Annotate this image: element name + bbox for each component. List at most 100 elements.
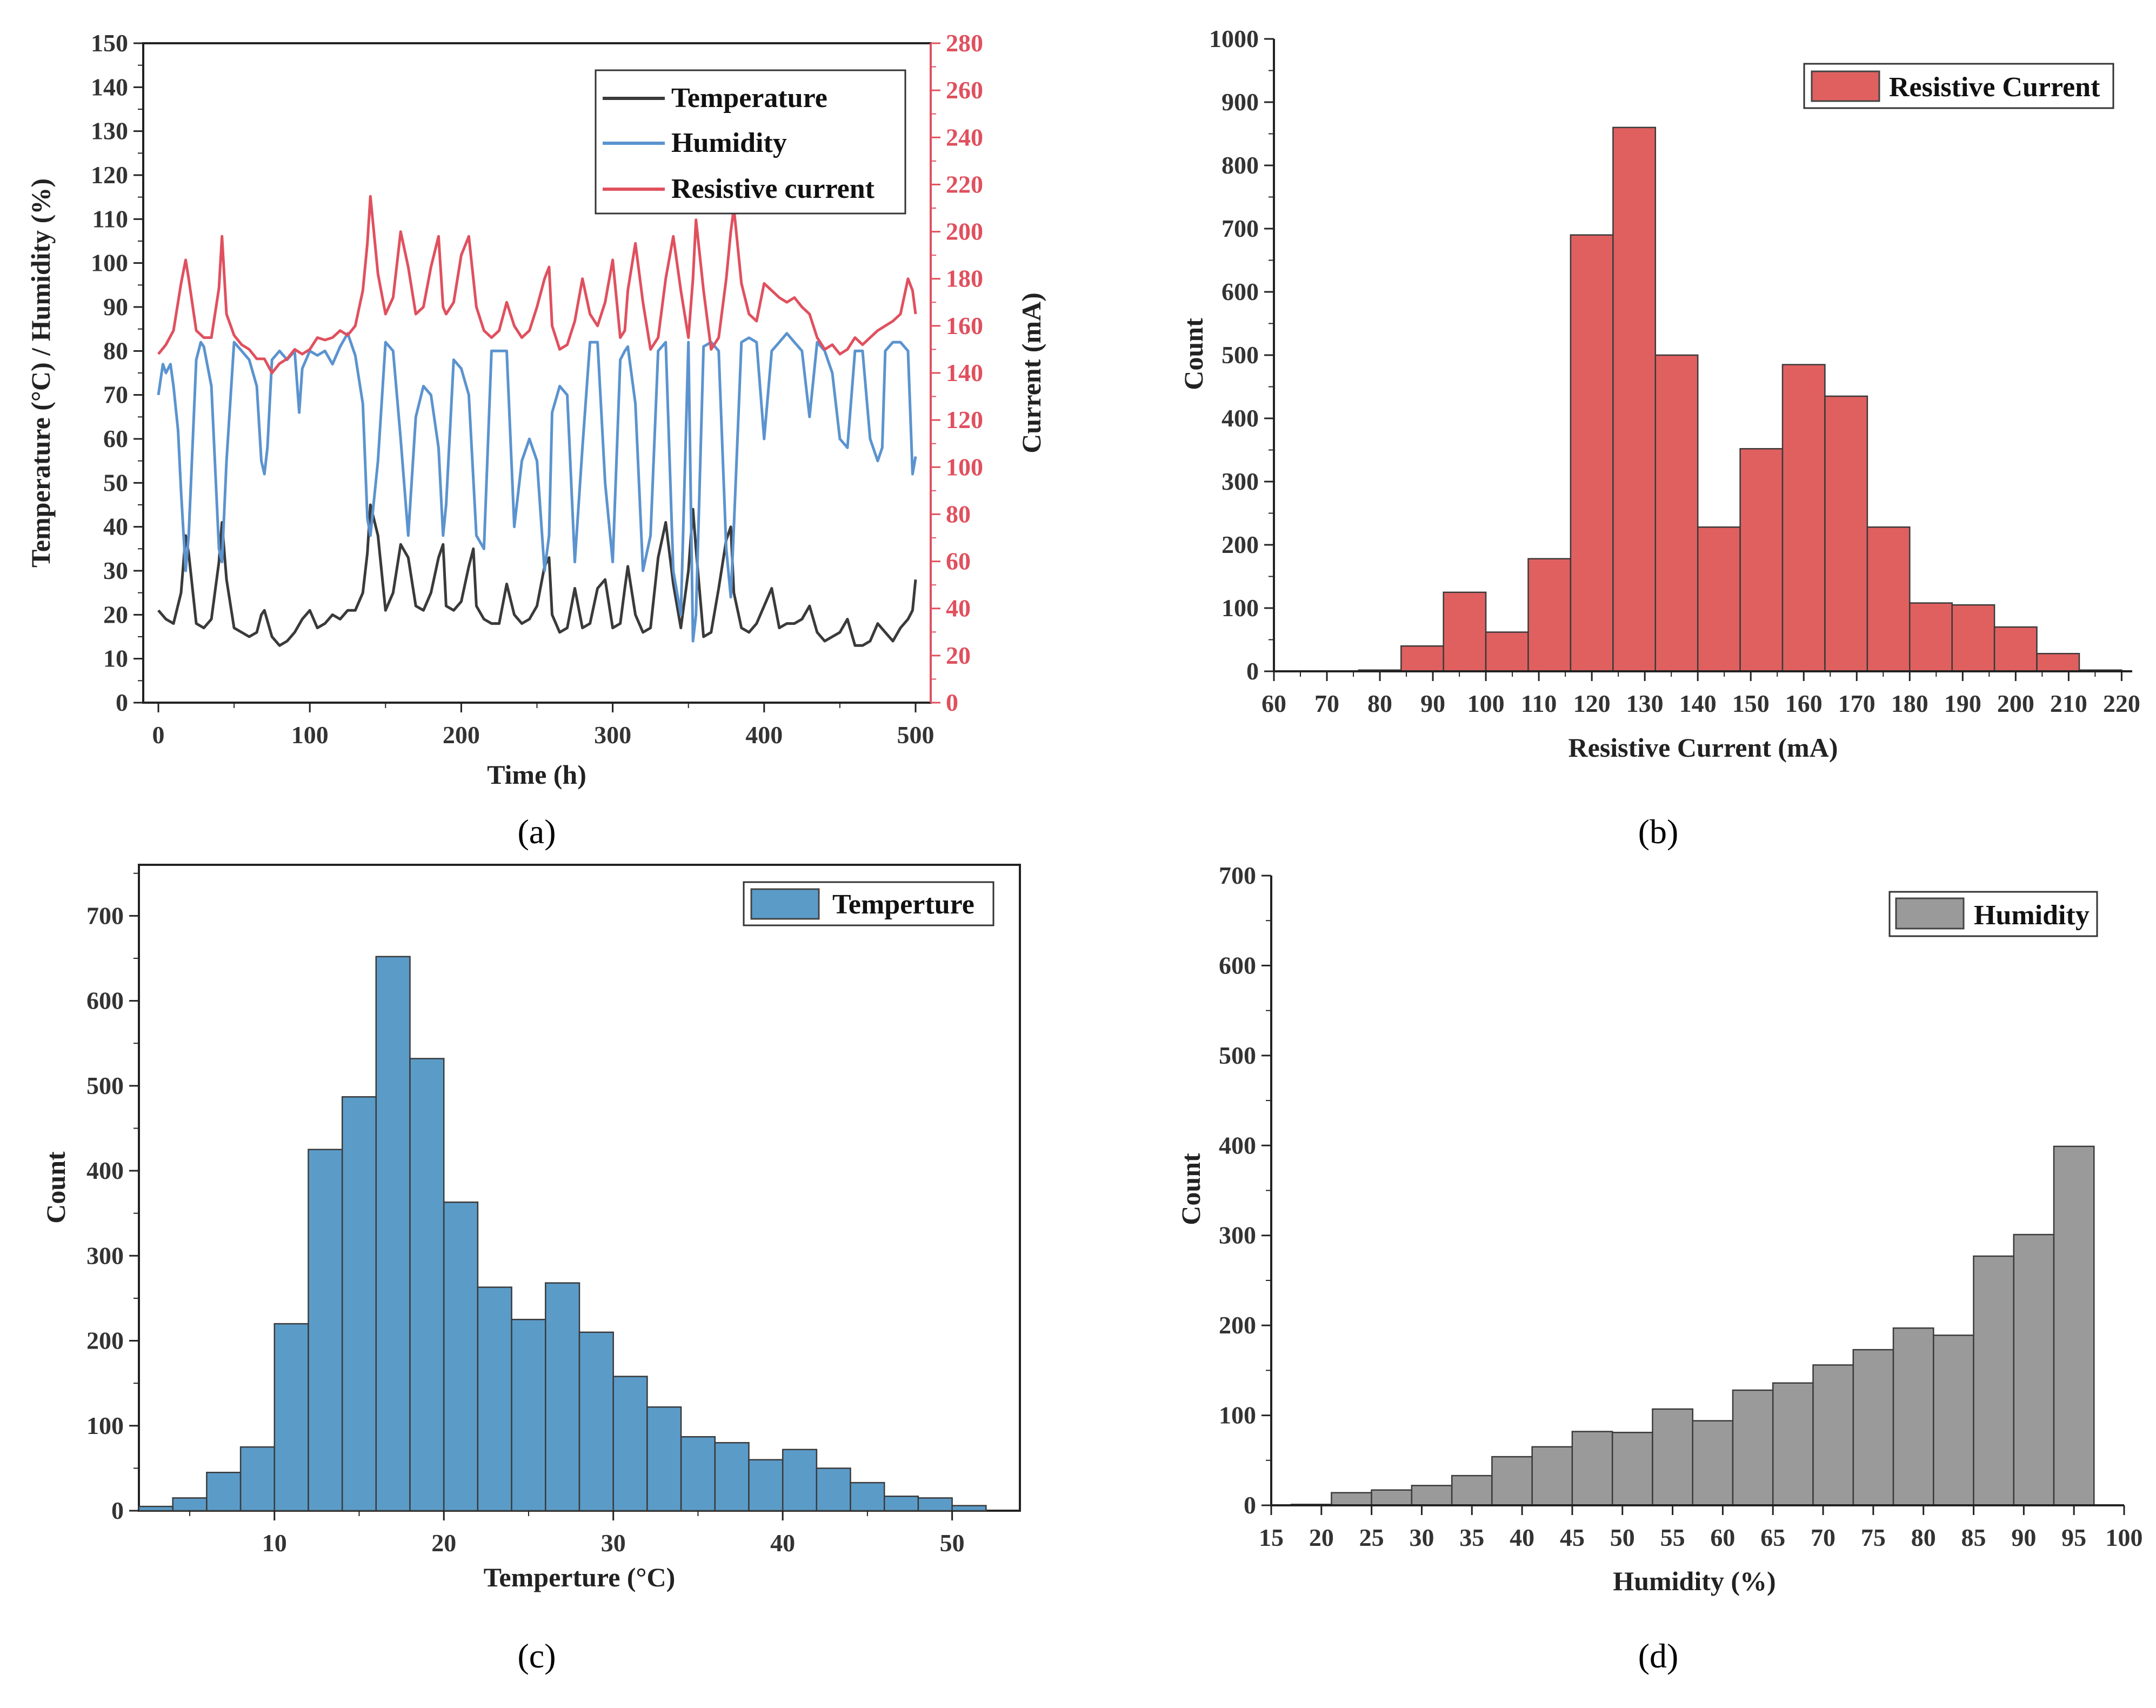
y-axis-tick-label: 0 — [1244, 1491, 1256, 1519]
y-axis-tick-label: 300 — [1219, 1222, 1256, 1249]
histogram-bar — [1612, 126, 1657, 672]
left-axis-tick-label: 10 — [103, 645, 128, 672]
histogram-bar — [2013, 1233, 2055, 1506]
panel-a-left-axis: 0 10 20 30 40 50 60 70 80 90 100 110 120 130 140 150 — [91, 29, 143, 716]
y-axis-tick-label: 100 — [86, 1412, 124, 1439]
histogram-bar — [477, 1286, 512, 1512]
x-axis-tick-label: 160 — [1785, 690, 1823, 717]
left-axis-tick-label: 130 — [91, 117, 128, 145]
panel-d-bars — [1290, 1145, 2095, 1506]
x-axis-tick-label: 50 — [940, 1529, 965, 1557]
y-axis-tick-label: 900 — [1221, 88, 1259, 116]
x-axis-tick-label: 170 — [1838, 690, 1875, 717]
right-axis-tick-label: 40 — [946, 595, 971, 622]
x-axis-tick-label: 40 — [770, 1529, 795, 1557]
panel-d-x-axis-label: Humidity (%) — [1613, 1566, 1775, 1596]
x-axis-tick-label: 35 — [1459, 1524, 1484, 1551]
y-axis-tick-label: 300 — [1221, 468, 1259, 495]
x-axis-tick-label: 15 — [1259, 1524, 1284, 1551]
x-axis-tick-label: 100 — [2106, 1524, 2143, 1551]
y-axis-tick-label: 0 — [1246, 657, 1259, 685]
histogram-bar — [1993, 626, 2038, 672]
histogram-bar — [612, 1376, 648, 1512]
histogram-bar — [850, 1482, 885, 1512]
left-axis-tick-label: 50 — [103, 469, 128, 496]
panel-d-y-axis-label: Count — [1176, 1153, 1206, 1225]
panel-a-caption: (a) — [517, 812, 556, 851]
histogram-bar — [1611, 1431, 1653, 1506]
x-axis-tick-label: 120 — [1573, 690, 1611, 717]
panel-c-caption: (c) — [517, 1637, 556, 1675]
y-axis-tick-label: 400 — [86, 1157, 124, 1184]
y-axis-tick-label: 600 — [1219, 951, 1256, 979]
x-axis-tick-label: 95 — [2061, 1524, 2086, 1551]
x-axis-tick-label: 90 — [2011, 1524, 2036, 1551]
legend-label-resistive-current-hist: Resistive Current — [1889, 72, 2100, 103]
legend-label-humidity: Humidity — [671, 128, 787, 158]
histogram-bar — [443, 1201, 479, 1512]
right-axis-tick-label: 140 — [946, 359, 983, 386]
x-axis-tick-label: 180 — [1891, 690, 1928, 717]
y-axis-tick-label: 100 — [1219, 1402, 1256, 1429]
histogram-bar — [1331, 1492, 1372, 1506]
y-axis-tick-label: 200 — [1221, 531, 1259, 558]
panel-d-x-axis: 15 20 25 30 35 40 45 50 55 60 65 70 75 80 85 90 95 100 — [1259, 1505, 2143, 1551]
histogram-bar — [1973, 1255, 2015, 1506]
panel-d-legend: Humidity — [1888, 891, 2098, 937]
histogram-bar — [2053, 1145, 2095, 1506]
x-axis-tick-label: 80 — [1911, 1524, 1936, 1551]
x-axis-tick-label: 220 — [2103, 690, 2140, 717]
right-axis-tick-label: 100 — [946, 453, 983, 481]
histogram-bar — [1951, 604, 1995, 672]
x-axis-tick-label: 140 — [1679, 690, 1717, 717]
y-axis-tick-label: 1000 — [1209, 25, 1259, 52]
y-axis-tick-label: 500 — [86, 1072, 124, 1099]
histogram-bar — [1824, 395, 1868, 672]
left-axis-tick-label: 120 — [91, 161, 128, 189]
x-axis-tick-label: 200 — [443, 721, 480, 749]
series-line-resistive-current — [157, 195, 917, 375]
histogram-bar — [341, 1096, 377, 1512]
right-axis-tick-label: 160 — [946, 312, 983, 339]
x-axis-tick-label: 190 — [1944, 690, 1981, 717]
histogram-bar — [1652, 1408, 1694, 1506]
histogram-bar — [1400, 645, 1444, 672]
left-axis-tick-label: 100 — [91, 249, 128, 277]
panel-a-line-chart: 0 10 20 30 40 50 60 70 80 90 100 110 120 130 140 150 0 2… — [25, 29, 1046, 851]
panel-b-caption: (b) — [1638, 812, 1679, 851]
panel-d-y-axis: 0 100 200 300 400 500 600 700 — [1219, 862, 1271, 1519]
left-axis-tick-label: 140 — [91, 73, 128, 101]
histogram-bar — [1654, 354, 1699, 672]
panel-d-caption: (d) — [1638, 1637, 1679, 1675]
panel-a-x-axis: 0 100 200 300 400 500 — [152, 703, 934, 749]
series-line-temperature — [157, 503, 917, 647]
histogram-bar — [782, 1449, 818, 1512]
right-axis-tick-label: 200 — [946, 218, 983, 245]
histogram-bar — [1892, 1327, 1934, 1506]
histogram-bar — [1527, 558, 1572, 672]
x-axis-tick-label: 90 — [1420, 690, 1445, 717]
right-axis-tick-label: 260 — [946, 76, 983, 104]
histogram-bar — [1571, 1431, 1613, 1506]
histogram-bar — [1772, 1382, 1814, 1506]
histogram-bar — [883, 1496, 919, 1512]
right-axis-tick-label: 120 — [946, 406, 983, 433]
y-axis-tick-label: 400 — [1221, 404, 1259, 432]
x-axis-tick-label: 85 — [1961, 1524, 1986, 1551]
right-axis-tick-label: 80 — [946, 500, 971, 528]
histogram-bar — [375, 956, 411, 1512]
left-axis-tick-label: 150 — [91, 29, 128, 57]
y-axis-tick-label: 500 — [1219, 1042, 1256, 1069]
histogram-bar — [680, 1436, 716, 1512]
histogram-bar — [409, 1058, 445, 1512]
legend-swatch-temperture — [750, 888, 820, 920]
x-axis-tick-label: 100 — [1467, 690, 1505, 717]
x-axis-tick-label: 10 — [262, 1529, 287, 1557]
legend-label-humidity-hist: Humidity — [1974, 900, 2090, 931]
y-axis-tick-label: 200 — [86, 1327, 124, 1355]
histogram-bar — [1909, 602, 1953, 672]
right-axis-tick-label: 0 — [946, 689, 958, 716]
panel-c-x-axis: 10 20 30 40 50 — [189, 1511, 965, 1557]
histogram-bar — [206, 1471, 242, 1512]
left-axis-tick-label: 30 — [103, 557, 128, 584]
